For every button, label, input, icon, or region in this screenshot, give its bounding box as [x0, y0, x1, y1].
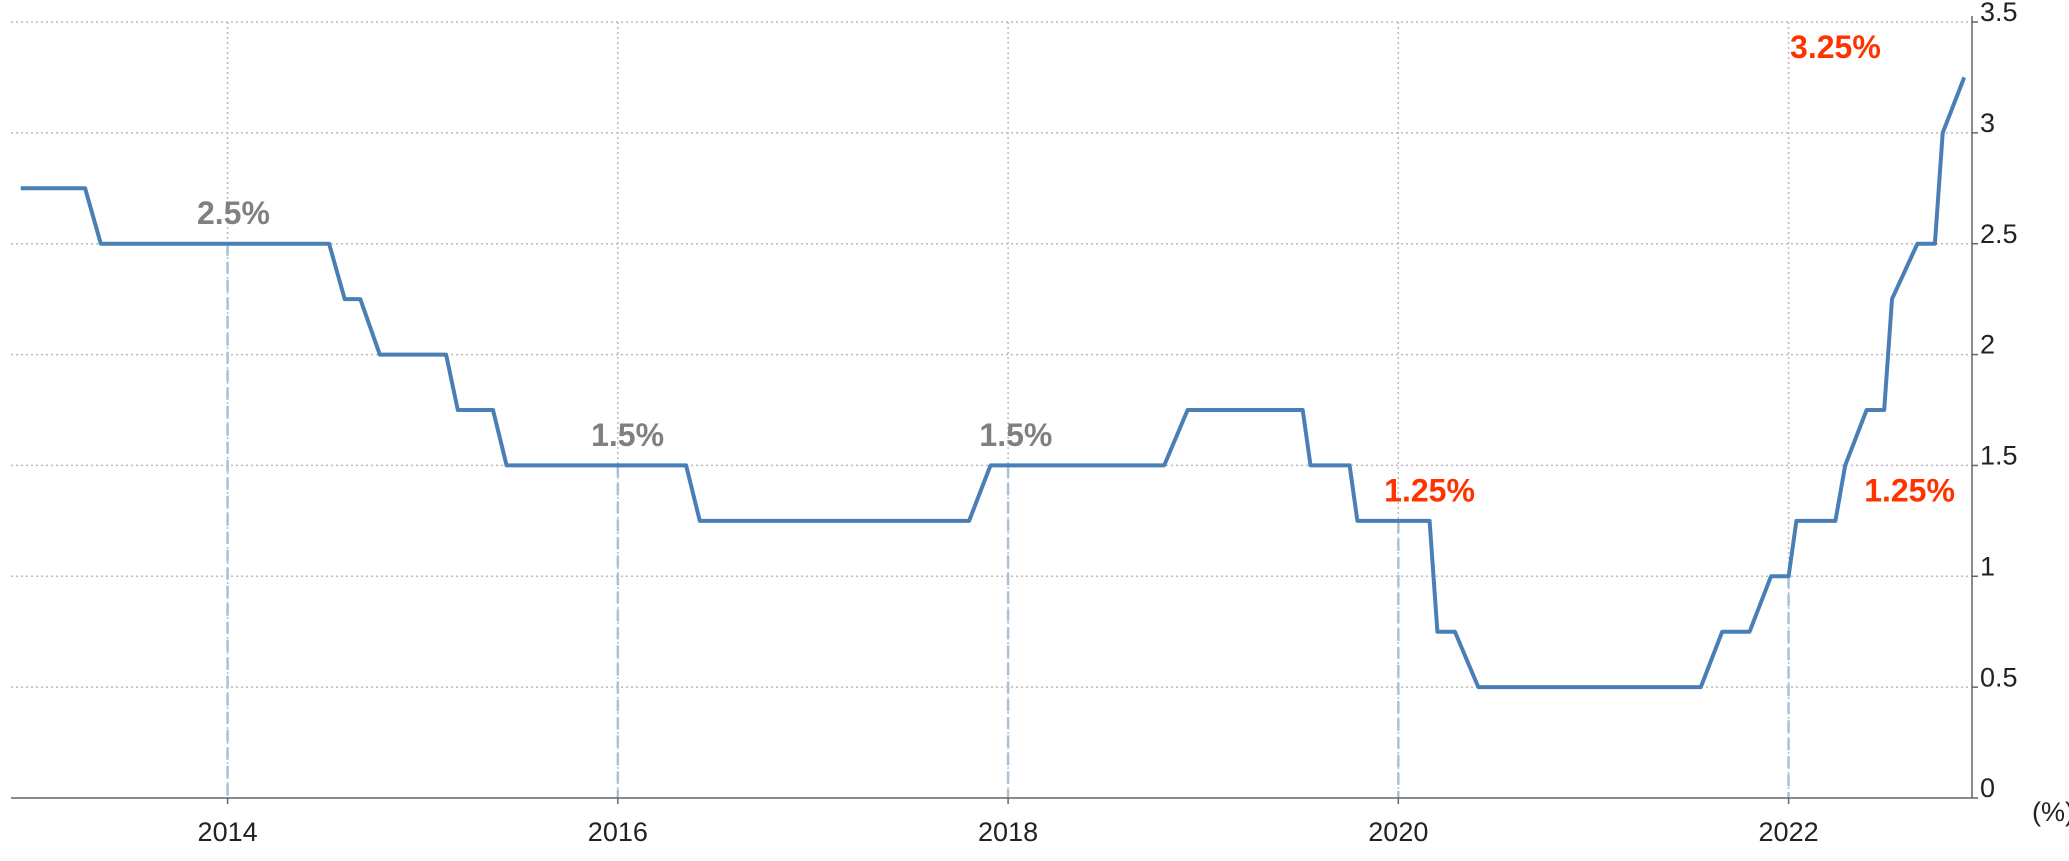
y-tick-label: 2 [1980, 330, 1995, 360]
y-tick-label: 0.5 [1980, 662, 2018, 692]
y-tick-label: 2.5 [1980, 219, 2018, 249]
y-unit-label: (%) [2032, 797, 2069, 827]
annotation: 1.5% [979, 417, 1052, 453]
y-tick-label: 1.5 [1980, 441, 2018, 471]
x-tick-label: 2016 [588, 817, 648, 847]
annotation: 1.25% [1384, 472, 1475, 508]
y-tick-label: 0 [1980, 773, 1995, 803]
x-tick-label: 2014 [198, 817, 258, 847]
annotation: 2.5% [197, 195, 270, 231]
annotation: 3.25% [1790, 29, 1881, 65]
y-tick-label: 1 [1980, 551, 1995, 581]
y-tick-label: 3 [1980, 108, 1995, 138]
y-tick-label: 3.5 [1980, 0, 2018, 27]
annotation: 1.5% [591, 417, 664, 453]
annotation: 1.25% [1864, 472, 1955, 508]
series-line [20, 76, 1967, 690]
x-tick-label: 2018 [978, 817, 1038, 847]
x-tick-label: 2022 [1759, 817, 1819, 847]
x-tick-label: 2020 [1368, 817, 1428, 847]
